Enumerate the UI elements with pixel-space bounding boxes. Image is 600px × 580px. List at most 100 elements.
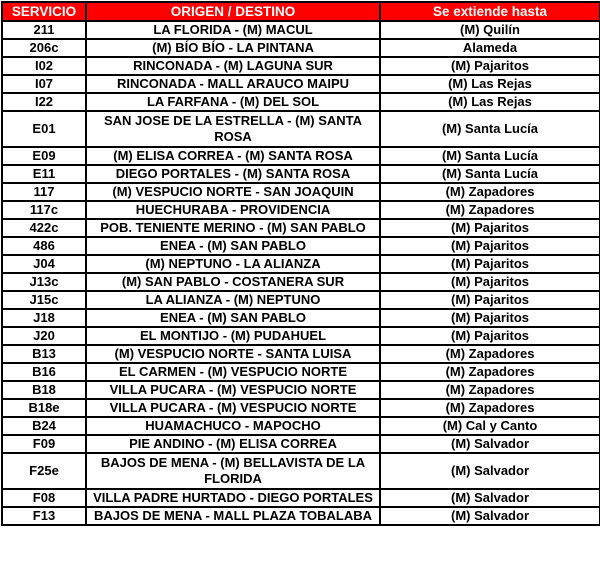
table-row: F09 PIE ANDINO - (M) ELISA CORREA (M) Salv… bbox=[1, 434, 600, 454]
table-row: F13 BAJOS DE MENA - MALL PLAZA TOBALABA (M… bbox=[1, 506, 600, 526]
route-cell: VILLA PADRE HURTADO - DIEGO PORTALES bbox=[85, 488, 381, 508]
extension-cell: (M) Zapadores bbox=[379, 200, 600, 220]
service-cell: F13 bbox=[1, 506, 87, 526]
route-cell: (M) BÍO BÍO - LA PINTANA bbox=[85, 38, 381, 58]
table-row: J18 ENEA - (M) SAN PABLO (M) Pajaritos bbox=[1, 308, 600, 328]
route-cell: VILLA PUCARA - (M) VESPUCIO NORTE bbox=[85, 380, 381, 400]
extension-cell: (M) Pajaritos bbox=[379, 290, 600, 310]
service-cell: 117 bbox=[1, 182, 87, 202]
service-cell: B18e bbox=[1, 398, 87, 418]
table-row: 422c POB. TENIENTE MERINO - (M) SAN PABLO… bbox=[1, 218, 600, 238]
service-cell: B13 bbox=[1, 344, 87, 364]
extension-cell: (M) Santa Lucía bbox=[379, 146, 600, 166]
service-cell: 211 bbox=[1, 20, 87, 40]
extension-cell: (M) Pajaritos bbox=[379, 326, 600, 346]
route-cell: ENEA - (M) SAN PABLO bbox=[85, 236, 381, 256]
service-cell: I02 bbox=[1, 56, 87, 76]
table-row: B18e VILLA PUCARA - (M) VESPUCIO NORTE (M)… bbox=[1, 398, 600, 418]
extension-cell: (M) Salvador bbox=[379, 434, 600, 454]
service-cell: I22 bbox=[1, 92, 87, 112]
table-row: 486 ENEA - (M) SAN PABLO (M) Pajaritos bbox=[1, 236, 600, 256]
service-cell: J04 bbox=[1, 254, 87, 274]
extension-cell: (M) Santa Lucía bbox=[379, 164, 600, 184]
route-cell: POB. TENIENTE MERINO - (M) SAN PABLO bbox=[85, 218, 381, 238]
route-cell: ENEA - (M) SAN PABLO bbox=[85, 308, 381, 328]
route-cell: (M) NEPTUNO - LA ALIANZA bbox=[85, 254, 381, 274]
service-cell: E09 bbox=[1, 146, 87, 166]
service-cell: F09 bbox=[1, 434, 87, 454]
route-cell: (M) VESPUCIO NORTE - SANTA LUISA bbox=[85, 344, 381, 364]
table-row: 206c (M) BÍO BÍO - LA PINTANA Alameda bbox=[1, 38, 600, 58]
extension-cell: (M) Pajaritos bbox=[379, 218, 600, 238]
table-row: 117c HUECHURABA - PROVIDENCIA (M) Zapadore… bbox=[1, 200, 600, 220]
table-body: 211 LA FLORIDA - (M) MACUL (M) Quilín 206c(… bbox=[1, 20, 600, 526]
extension-cell: (M) Salvador bbox=[379, 452, 600, 490]
extension-cell: (M) Zapadores bbox=[379, 182, 600, 202]
service-cell: J20 bbox=[1, 326, 87, 346]
route-cell: DIEGO PORTALES - (M) SANTA ROSA bbox=[85, 164, 381, 184]
table-row: E01 SAN JOSE DE LA ESTRELLA - (M) SANTA R… bbox=[1, 110, 600, 148]
route-cell: EL MONTIJO - (M) PUDAHUEL bbox=[85, 326, 381, 346]
route-cell: LA ALIANZA - (M) NEPTUNO bbox=[85, 290, 381, 310]
route-cell: (M) VESPUCIO NORTE - SAN JOAQUIN bbox=[85, 182, 381, 202]
route-cell: BAJOS DE MENA - MALL PLAZA TOBALABA bbox=[85, 506, 381, 526]
bus-services-table: SERVICIO ORIGEN / DESTINO Se extiende ha… bbox=[1, 1, 600, 526]
table-row: I07 RINCONADA - MALL ARAUCO MAIPU (M) Las … bbox=[1, 74, 600, 94]
extension-cell: (M) Zapadores bbox=[379, 380, 600, 400]
extension-cell: (M) Zapadores bbox=[379, 344, 600, 364]
table-row: B24 HUAMACHUCO - MAPOCHO (M) Cal y Canto bbox=[1, 416, 600, 436]
service-cell: E11 bbox=[1, 164, 87, 184]
table-row: B16 EL CARMEN - (M) VESPUCIO NORTE (M) Zap… bbox=[1, 362, 600, 382]
table-row: J13c (M) SAN PABLO - COSTANERA SUR (M) Paj… bbox=[1, 272, 600, 292]
table-row: E11 DIEGO PORTALES - (M) SANTA ROSA (M) Sa… bbox=[1, 164, 600, 184]
route-cell: PIE ANDINO - (M) ELISA CORREA bbox=[85, 434, 381, 454]
service-cell: B18 bbox=[1, 380, 87, 400]
service-cell: B16 bbox=[1, 362, 87, 382]
service-cell: 486 bbox=[1, 236, 87, 256]
service-cell: 422c bbox=[1, 218, 87, 238]
route-cell: RINCONADA - MALL ARAUCO MAIPU bbox=[85, 74, 381, 94]
header-cell-se-extiende-hasta: Se extiende hasta bbox=[379, 1, 600, 22]
table-row: 117 (M) VESPUCIO NORTE - SAN JOAQUIN (M) Z… bbox=[1, 182, 600, 202]
route-cell: (M) SAN PABLO - COSTANERA SUR bbox=[85, 272, 381, 292]
extension-cell: (M) Salvador bbox=[379, 488, 600, 508]
extension-cell: (M) Santa Lucía bbox=[379, 110, 600, 148]
extension-cell: (M) Salvador bbox=[379, 506, 600, 526]
route-cell: SAN JOSE DE LA ESTRELLA - (M) SANTA ROSA bbox=[85, 110, 381, 148]
table-row: B13 (M) VESPUCIO NORTE - SANTA LUISA (M) Z… bbox=[1, 344, 600, 364]
route-cell: HUAMACHUCO - MAPOCHO bbox=[85, 416, 381, 436]
table-row: 211 LA FLORIDA - (M) MACUL (M) Quilín bbox=[1, 20, 600, 40]
table-row: F25e BAJOS DE MENA - (M) BELLAVISTA DE LA… bbox=[1, 452, 600, 490]
table-row: F08 VILLA PADRE HURTADO - DIEGO PORTALES(… bbox=[1, 488, 600, 508]
table-row: J15c LA ALIANZA - (M) NEPTUNO (M) Pajarito… bbox=[1, 290, 600, 310]
table-row: J04 (M) NEPTUNO - LA ALIANZA (M) Pajaritos bbox=[1, 254, 600, 274]
route-cell: BAJOS DE MENA - (M) BELLAVISTA DE LA FLO… bbox=[85, 452, 381, 490]
route-cell: LA FLORIDA - (M) MACUL bbox=[85, 20, 381, 40]
table-row: J20 EL MONTIJO - (M) PUDAHUEL (M) Pajarito… bbox=[1, 326, 600, 346]
table-header-row: SERVICIO ORIGEN / DESTINO Se extiende ha… bbox=[1, 1, 600, 22]
route-cell: (M) ELISA CORREA - (M) SANTA ROSA bbox=[85, 146, 381, 166]
header-cell-servicio: SERVICIO bbox=[1, 1, 87, 22]
table-row: I02 RINCONADA - (M) LAGUNA SUR (M) Pajarit… bbox=[1, 56, 600, 76]
extension-cell: (M) Pajaritos bbox=[379, 272, 600, 292]
service-cell: E01 bbox=[1, 110, 87, 148]
service-cell: 117c bbox=[1, 200, 87, 220]
header-cell-origen-destino: ORIGEN / DESTINO bbox=[85, 1, 381, 22]
table-row: E09 (M) ELISA CORREA - (M) SANTA ROSA (M) … bbox=[1, 146, 600, 166]
extension-cell: Alameda bbox=[379, 38, 600, 58]
extension-cell: (M) Pajaritos bbox=[379, 56, 600, 76]
service-cell: I07 bbox=[1, 74, 87, 94]
extension-cell: (M) Las Rejas bbox=[379, 74, 600, 94]
service-cell: J13c bbox=[1, 272, 87, 292]
route-cell: LA FARFANA - (M) DEL SOL bbox=[85, 92, 381, 112]
extension-cell: (M) Zapadores bbox=[379, 398, 600, 418]
service-cell: F25e bbox=[1, 452, 87, 490]
table-row: I22 LA FARFANA - (M) DEL SOL (M) Las Rejas bbox=[1, 92, 600, 112]
service-cell: 206c bbox=[1, 38, 87, 58]
extension-cell: (M) Las Rejas bbox=[379, 92, 600, 112]
extension-cell: (M) Zapadores bbox=[379, 362, 600, 382]
table-row: B18 VILLA PUCARA - (M) VESPUCIO NORTE (M) … bbox=[1, 380, 600, 400]
extension-cell: (M) Pajaritos bbox=[379, 236, 600, 256]
route-cell: VILLA PUCARA - (M) VESPUCIO NORTE bbox=[85, 398, 381, 418]
extension-cell: (M) Pajaritos bbox=[379, 308, 600, 328]
